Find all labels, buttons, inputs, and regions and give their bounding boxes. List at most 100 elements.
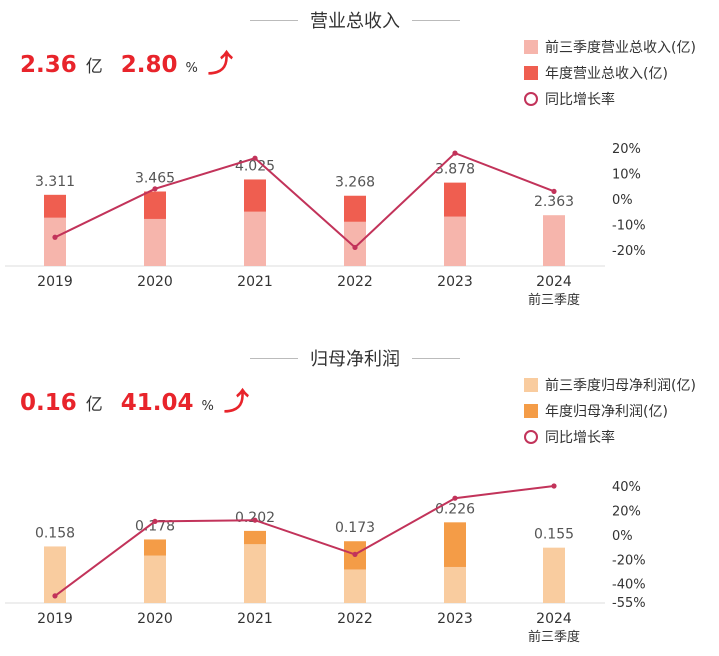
legend-item-bottom[interactable]: 前三季度归母净利润(亿) [524, 372, 696, 398]
legend-ring-icon [524, 430, 538, 444]
x-tick-label: 2020 [137, 274, 173, 290]
legend-swatch [524, 404, 538, 418]
x-tick-sublabel: 前三季度 [528, 292, 580, 308]
y-right-tick-label: 40% [612, 480, 641, 495]
growth-rate-point [252, 155, 258, 161]
kpi-unit: 亿 [85, 395, 103, 415]
net-profit-panel: 归母净利润 0.16 亿 41.04 % ⤴ 前三季度归母净利润(亿) 年度归母… [0, 338, 719, 656]
data-label: 4.025 [235, 158, 275, 174]
legend-swatch [524, 66, 538, 80]
x-tick-label: 2019 [37, 274, 73, 290]
growth-rate-point [551, 483, 557, 489]
legend-label: 年度营业总收入(亿) [545, 66, 668, 82]
growth-rate-point [452, 150, 458, 156]
legend-label: 前三季度营业总收入(亿) [545, 40, 696, 56]
bar-first-three-quarters [244, 544, 266, 603]
y-right-tick-label: -10% [612, 219, 646, 234]
y-right-tick-label: -20% [612, 244, 646, 259]
legend-label: 年度归母净利润(亿) [545, 404, 668, 420]
legend-item-total[interactable]: 年度归母净利润(亿) [524, 398, 696, 424]
legend-label: 同比增长率 [545, 92, 615, 108]
y-right-tick-label: -55% [612, 596, 646, 611]
y-right-tick-label: -20% [612, 553, 646, 568]
x-tick-sublabel: 前三季度 [528, 629, 580, 645]
bar-first-three-quarters [444, 566, 466, 603]
revenue-legend: 前三季度营业总收入(亿) 年度营业总收入(亿) 同比增长率 [524, 34, 696, 112]
legend-swatch [524, 40, 538, 54]
title-rule-left [250, 19, 298, 21]
title-rule-right [412, 19, 460, 21]
legend-label: 前三季度归母净利润(亿) [545, 378, 696, 394]
bar-first-three-quarters [543, 215, 565, 266]
kpi-value: 0.16 [20, 390, 77, 416]
data-label: 2.363 [534, 194, 574, 210]
x-tick-label: 2020 [137, 611, 173, 627]
data-label: 3.465 [135, 171, 175, 187]
x-tick-label: 2019 [37, 611, 73, 627]
chart-title: 营业总收入 [310, 11, 400, 32]
kpi-growth: 2.80 [120, 52, 178, 78]
kpi-growth-unit: % [185, 61, 198, 76]
net-profit-legend: 前三季度归母净利润(亿) 年度归母净利润(亿) 同比增长率 [524, 372, 696, 450]
revenue-title-row: 营业总收入 [250, 8, 460, 32]
y-right-tick-label: 20% [612, 142, 641, 157]
legend-label: 同比增长率 [545, 430, 615, 446]
chart-title: 归母净利润 [310, 349, 400, 370]
kpi-growth: 41.04 [120, 390, 194, 416]
data-label: 0.178 [135, 518, 175, 534]
x-tick-label: 2023 [437, 274, 473, 290]
x-tick-label: 2024 [536, 274, 572, 290]
legend-item-line[interactable]: 同比增长率 [524, 86, 696, 112]
bar-first-three-quarters [144, 218, 166, 266]
bar-first-three-quarters [44, 217, 66, 266]
y-right-tick-label: 0% [612, 529, 633, 544]
title-rule-right [412, 357, 460, 359]
data-label: 0.158 [35, 526, 75, 542]
bar-first-three-quarters [344, 569, 366, 603]
up-arrow-icon: ⤴ [223, 387, 249, 416]
net-profit-kpi: 0.16 亿 41.04 % ⤴ [20, 382, 249, 418]
growth-rate-line [54, 485, 555, 597]
data-label: 0.173 [335, 520, 375, 536]
x-tick-label: 2021 [237, 611, 273, 627]
bar-first-three-quarters [144, 555, 166, 603]
x-tick-label: 2022 [337, 611, 373, 627]
x-tick-label: 2023 [437, 611, 473, 627]
data-label: 3.878 [435, 162, 475, 178]
data-label: 0.155 [534, 527, 574, 543]
y-right-tick-label: 20% [612, 504, 641, 519]
net-profit-title-row: 归母净利润 [250, 346, 460, 370]
x-tick-label: 2022 [337, 274, 373, 290]
x-tick-label: 2024 [536, 611, 572, 627]
bar-first-three-quarters [444, 216, 466, 266]
x-tick-label: 2021 [237, 274, 273, 290]
data-label: 3.268 [335, 175, 375, 191]
y-right-tick-label: 10% [612, 168, 641, 183]
growth-rate-point [52, 234, 58, 240]
growth-rate-point [352, 551, 358, 557]
kpi-growth-unit: % [201, 399, 214, 414]
y-right-tick-label: -40% [612, 578, 646, 593]
growth-rate-point [551, 188, 557, 194]
net-profit-chart: 0.15820190.17820200.20220210.17320220.22… [5, 480, 646, 645]
legend-swatch [524, 378, 538, 392]
growth-rate-point [152, 186, 158, 192]
title-rule-left [250, 357, 298, 359]
revenue-chart: 3.311 2019 3.465 2020 4.025 2021 3.268 2022 3.87… [5, 142, 646, 308]
growth-rate-point [452, 495, 458, 501]
growth-rate-point [352, 244, 358, 251]
bar-first-three-quarters [44, 546, 66, 603]
kpi-value: 2.36 [20, 52, 77, 78]
data-label: 0.226 [435, 501, 475, 517]
y-right-tick-label: 0% [612, 193, 633, 208]
bar-first-three-quarters [244, 211, 266, 266]
revenue-panel: 营业总收入 2.36 亿 2.80 % ⤴ 前三季度营业总收入(亿) 年度营业总… [5, 8, 696, 308]
kpi-unit: 亿 [85, 57, 103, 77]
legend-item-total[interactable]: 年度营业总收入(亿) [524, 60, 696, 86]
legend-ring-icon [524, 92, 538, 106]
bar-first-three-quarters [344, 221, 366, 266]
legend-item-bottom[interactable]: 前三季度营业总收入(亿) [524, 34, 696, 60]
data-label: 3.311 [35, 174, 75, 190]
growth-rate-point [152, 518, 158, 525]
legend-item-line[interactable]: 同比增长率 [524, 424, 696, 450]
